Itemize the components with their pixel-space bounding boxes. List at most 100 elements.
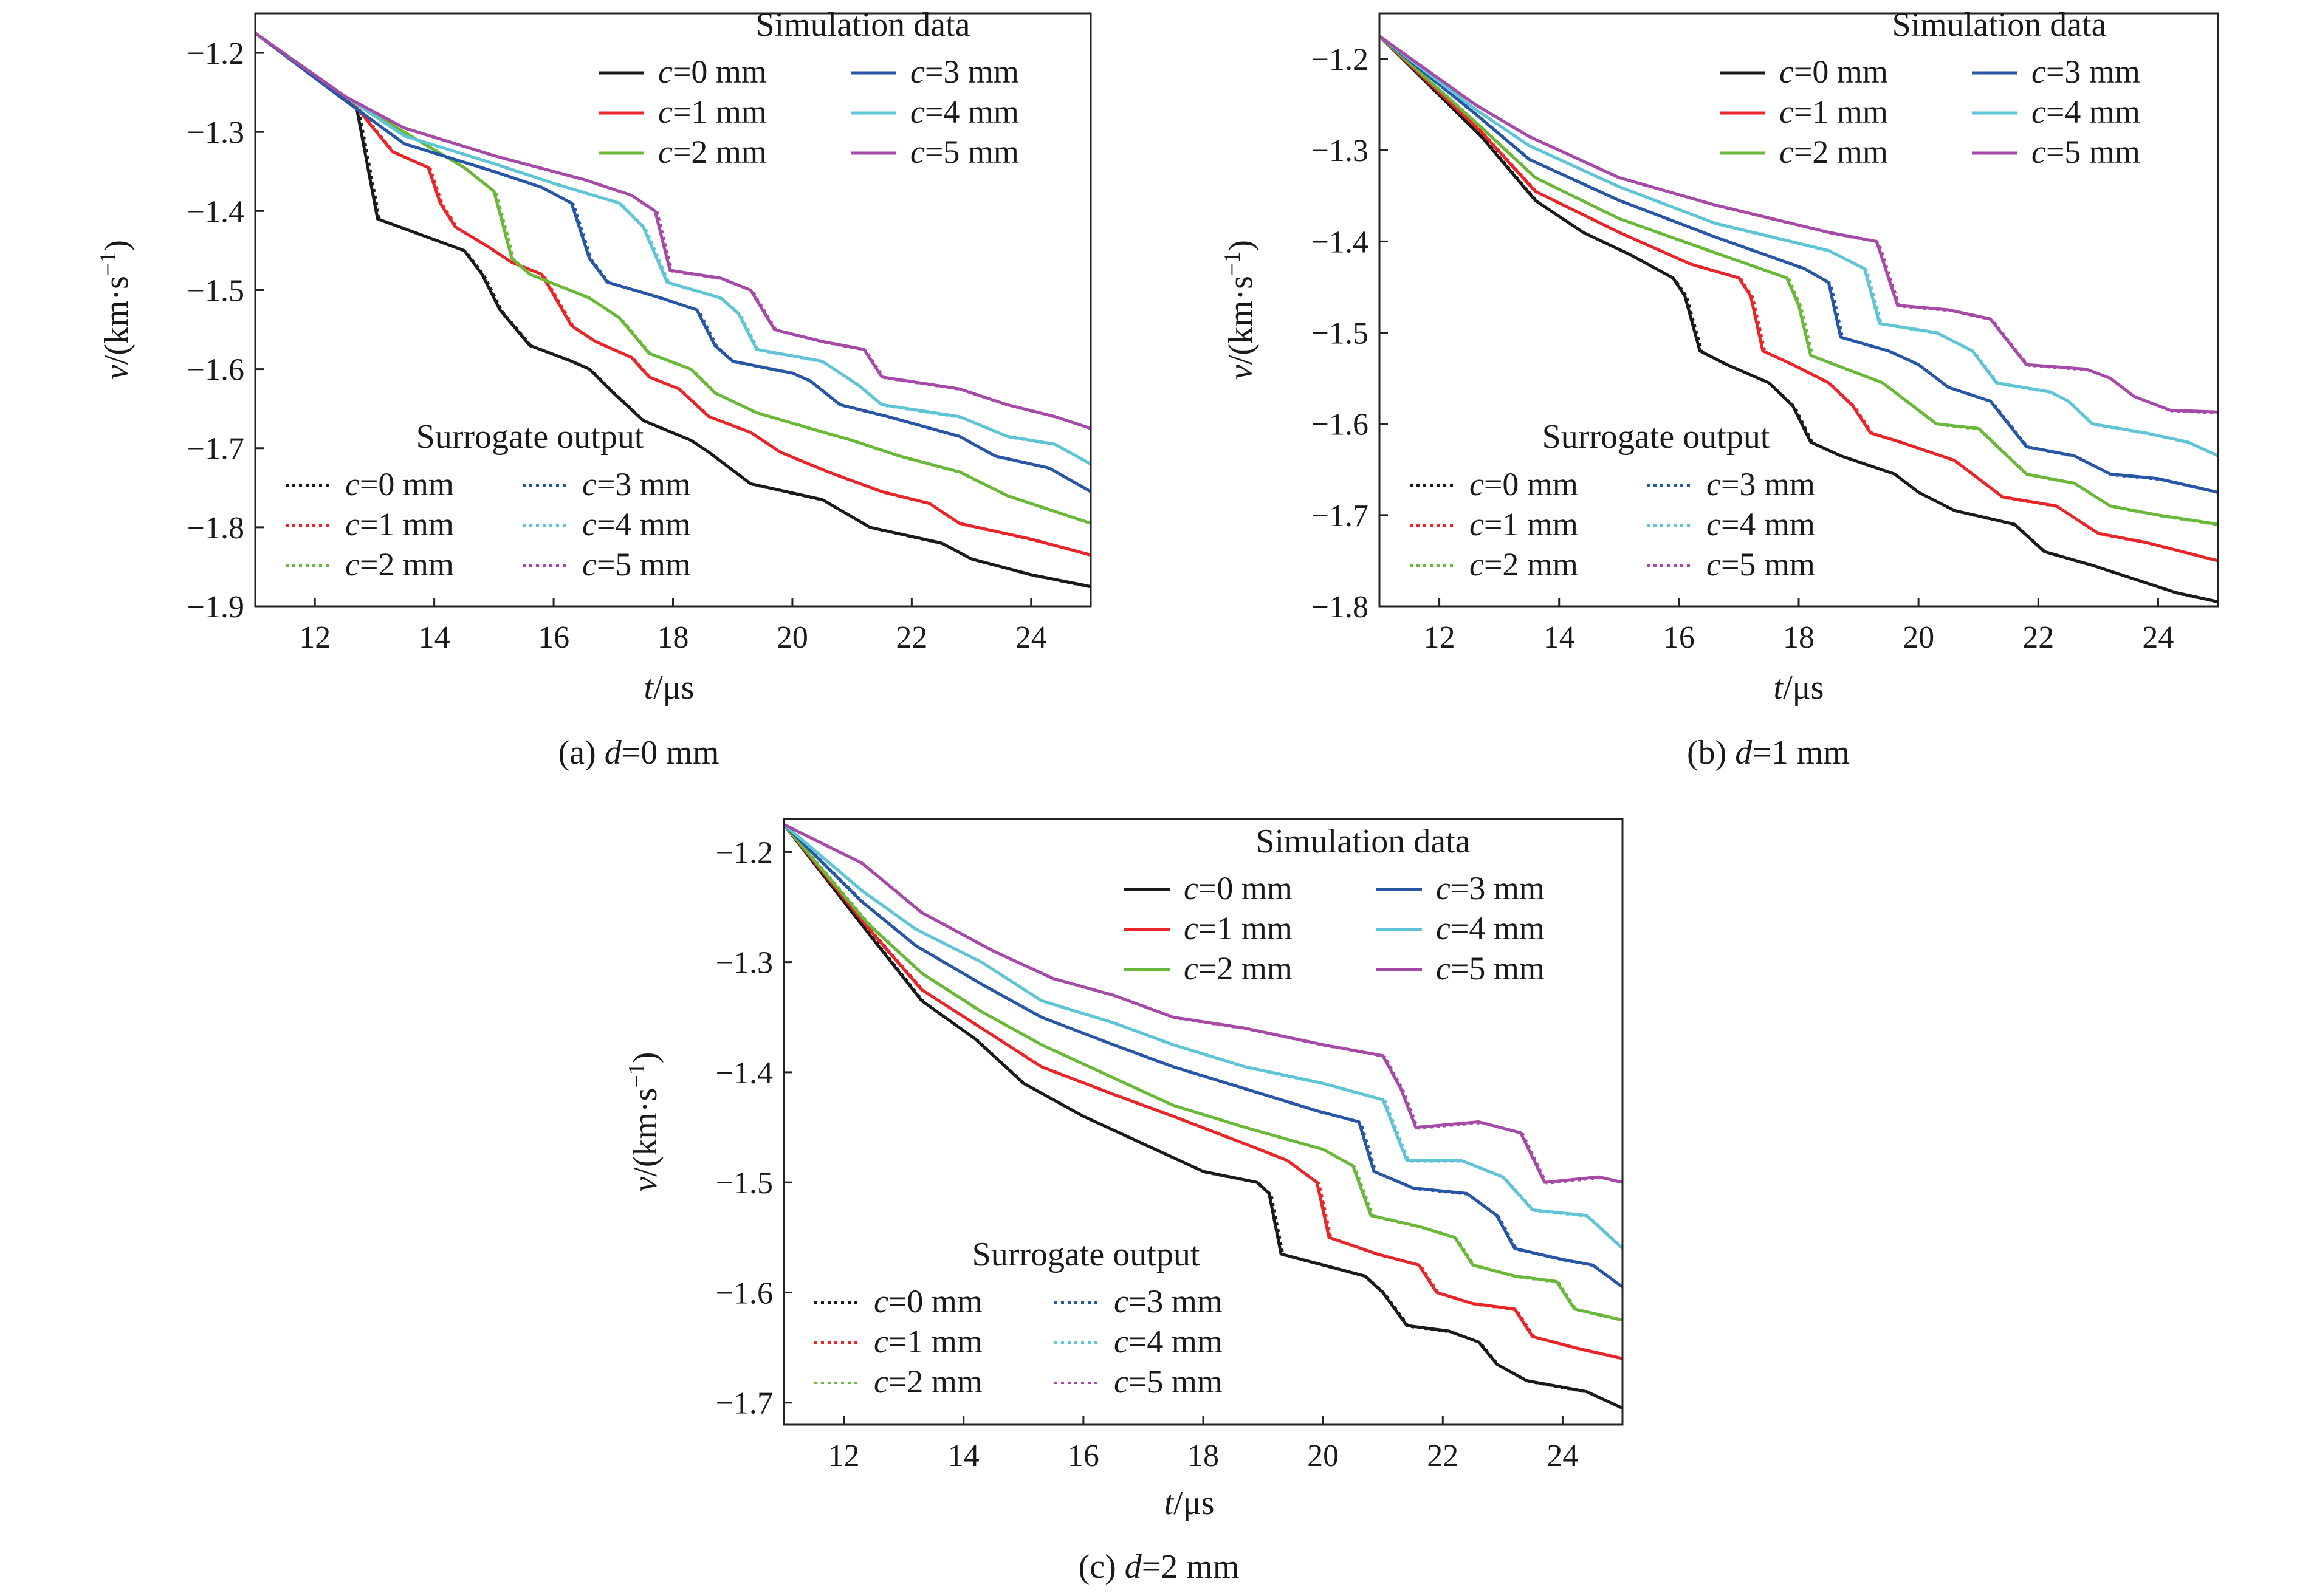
series-line-surrogate-c2 [256, 33, 1091, 525]
series-line-sim-c2 [255, 32, 1091, 525]
legend-label: c=4 mm [582, 506, 691, 543]
y-tick-label: −1.6 [187, 353, 244, 388]
x-tick-label: 22 [896, 620, 927, 655]
legend-label: c=5 mm [1114, 1363, 1223, 1400]
y-tick-label: −1.9 [187, 590, 244, 625]
legend-title: Simulation data [1255, 823, 1470, 860]
legend-label: c=3 mm [1114, 1283, 1223, 1320]
legend-label: c=1 mm [658, 94, 767, 130]
series-line-surrogate-c1 [785, 824, 1622, 1361]
y-tick-label: −1.4 [1311, 225, 1368, 259]
y-tick-label: −1.5 [1311, 317, 1368, 351]
legend-label: c=4 mm [910, 94, 1019, 130]
panel-b: 12 14 16 18 20 22 24 −1.2 −1.3 −1.4 −1.5 −1.6 −1.7 −1… [1220, 6, 2219, 772]
series-line-surrogate-c3 [256, 33, 1091, 493]
legend-label: c=0 mm [658, 53, 767, 90]
x-tick-label: 12 [1424, 620, 1455, 655]
y-tick-label: −1.2 [1311, 43, 1368, 77]
y-tick-label: −1.5 [716, 1166, 773, 1200]
legend-label: c=0 mm [345, 466, 454, 502]
x-tick-label: 14 [1543, 620, 1575, 655]
y-tick-label: −1.3 [187, 115, 244, 150]
legend-label: c=2 mm [345, 546, 454, 583]
legend-label: c=5 mm [1436, 950, 1545, 987]
x-tick-label: 12 [828, 1439, 860, 1473]
x-tick-label: 18 [1187, 1439, 1219, 1473]
legend-label: c=4 mm [1114, 1323, 1223, 1360]
series-line-surrogate-c2 [785, 824, 1622, 1322]
x-tick-label: 20 [1307, 1439, 1339, 1473]
legend-label: c=1 mm [874, 1323, 983, 1360]
panel-caption: (a) d=0 mm [558, 734, 719, 772]
x-tick-label: 24 [1015, 620, 1047, 655]
legend-title: Surrogate output [972, 1236, 1200, 1273]
y-tick-label: −1.4 [716, 1056, 773, 1091]
legend-label: c=2 mm [874, 1363, 983, 1400]
y-tick-label: −1.4 [187, 194, 244, 229]
y-tick-label: −1.7 [1311, 499, 1368, 533]
x-tick-label: 20 [777, 620, 808, 655]
x-tick-label: 24 [2142, 620, 2174, 655]
x-tick-label: 18 [1783, 620, 1815, 655]
y-tick-label: −1.2 [187, 36, 244, 71]
y-axis-title: v/(km·s−1) [1220, 240, 1260, 380]
legend-label: c=2 mm [1779, 134, 1888, 170]
legend-title: Surrogate output [416, 418, 644, 456]
series-line-surrogate-c2 [1381, 36, 2218, 527]
legend-label: c=0 mm [874, 1283, 983, 1320]
x-axis-title: t/μs [1774, 669, 1824, 707]
legend-label: c=5 mm [582, 546, 691, 583]
series-line-surrogate-c3 [785, 824, 1622, 1288]
series-line-surrogate-c4 [256, 33, 1091, 465]
x-tick-label: 22 [1427, 1439, 1458, 1473]
y-tick-label: −1.3 [1311, 134, 1368, 168]
legend-title: Simulation data [1892, 6, 2106, 44]
series-line-sim-c3 [784, 823, 1622, 1289]
y-tick-label: −1.7 [716, 1386, 773, 1421]
y-axis-title: v/(km·s−1) [95, 240, 136, 380]
legend-title: Simulation data [755, 6, 970, 44]
y-tick-label: −1.2 [716, 835, 773, 870]
series-line-surrogate-c0 [256, 33, 1091, 589]
legend-label: c=1 mm [1184, 910, 1293, 947]
legend-label: c=5 mm [2031, 134, 2140, 170]
x-tick-label: 14 [419, 620, 450, 655]
legend-label: c=3 mm [2031, 53, 2140, 90]
legend-label: c=0 mm [1779, 53, 1888, 90]
series-line-surrogate-c4 [785, 824, 1622, 1249]
plot-area-a [255, 32, 1091, 589]
y-tick-label: −1.6 [716, 1276, 773, 1310]
series-line-surrogate-c5 [256, 33, 1091, 430]
y-tick-label: −1.8 [187, 511, 244, 546]
series-line-sim-c5 [255, 32, 1091, 430]
legend-label: c=5 mm [910, 134, 1019, 170]
legend-label: c=2 mm [1469, 546, 1578, 583]
x-axis-title: t/μs [1164, 1484, 1215, 1522]
x-tick-label: 16 [1068, 1439, 1099, 1473]
panel-c: 12 14 16 18 20 22 24 −1.2 −1.3 −1.4 −1.5 −1.6 −1.7 t/… [624, 818, 1624, 1586]
legend-label: c=2 mm [1184, 950, 1293, 987]
y-axis-title: v/(km·s−1) [624, 1052, 664, 1191]
x-tick-label: 20 [1903, 620, 1934, 655]
y-tick-label: −1.5 [187, 273, 244, 308]
y-tick-label: −1.3 [716, 946, 773, 981]
legend-label: c=2 mm [658, 134, 767, 170]
x-tick-label: 12 [299, 620, 331, 655]
series-line-surrogate-c5 [1381, 36, 2218, 414]
plot-area-b [1379, 35, 2218, 604]
x-axis-title: t/μs [644, 669, 695, 707]
legend-surrogate: Surrogate output c=0 mm c=1 mmc=2 mm c=3 mm… [1410, 418, 1815, 583]
y-tick-label: −1.7 [187, 432, 244, 467]
legend-label: c=4 mm [1436, 910, 1545, 947]
panel-a: 12 14 16 18 20 22 24 −1.2 −1.3 −1.4 −1.5 −1.6 −1.7 −1… [95, 6, 1092, 772]
series-line-surrogate-c1 [1381, 36, 2218, 563]
series-line-surrogate-c4 [1381, 36, 2218, 457]
legend-label: c=0 mm [1184, 870, 1293, 906]
legend-label: c=3 mm [1706, 466, 1815, 502]
x-tick-label: 18 [658, 620, 689, 655]
x-tick-label: 22 [2022, 620, 2054, 655]
x-tick-label: 14 [948, 1439, 980, 1473]
x-tick-label: 16 [538, 620, 569, 655]
